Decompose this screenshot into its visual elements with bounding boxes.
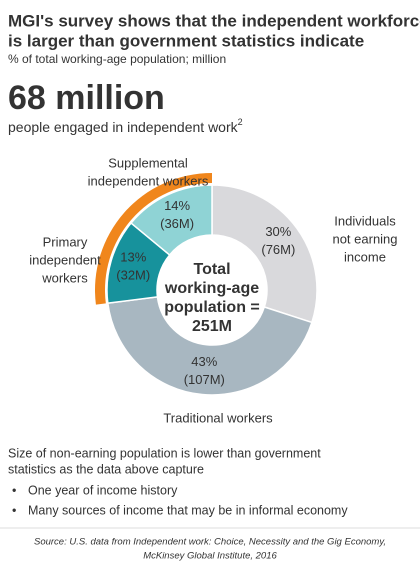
value-label: 43% — [191, 354, 217, 369]
center-label: population = — [164, 299, 260, 316]
donut-segment — [211, 184, 318, 324]
category-label: workers — [41, 270, 88, 285]
title: MGI's survey shows that the independent … — [8, 11, 420, 30]
headline: 68 million — [8, 79, 165, 117]
million-label: (36M) — [160, 216, 194, 231]
category-label: Traditional workers — [163, 410, 273, 425]
headline-caption: people engaged in independent work2 — [8, 117, 243, 134]
center-label: working-age — [164, 280, 259, 297]
bullet-dot: • — [12, 503, 16, 517]
title: is larger than government statistics ind… — [8, 31, 364, 50]
bullet-dot: • — [12, 483, 16, 497]
donut-segment — [130, 184, 213, 256]
million-label: (32M) — [116, 268, 150, 283]
category-label: Individuals — [334, 213, 396, 228]
bullet: One year of income history — [28, 483, 178, 497]
donut-segment — [106, 296, 313, 396]
category-label: independent — [29, 252, 101, 267]
note: statistics as the data above capture — [8, 462, 204, 476]
note: Size of non-earning population is lower … — [8, 446, 321, 460]
value-label: 14% — [164, 198, 190, 213]
million-label: (107M) — [184, 372, 225, 387]
center-label: Total — [193, 261, 230, 278]
category-label: Supplemental — [108, 155, 188, 170]
footnote-mark: 2 — [238, 117, 243, 127]
source: Source: U.S. data from Independent work:… — [34, 537, 386, 548]
category-label: independent workers — [88, 173, 209, 188]
subtitle: % of total working-age population; milli… — [8, 52, 226, 66]
bullet: Many sources of income that may be in in… — [28, 503, 348, 517]
category-label: income — [344, 249, 386, 264]
million-label: (76M) — [261, 242, 295, 257]
category-label: Primary — [43, 234, 88, 249]
center-label: 251M — [192, 318, 232, 335]
value-label: 30% — [265, 224, 291, 239]
source: McKinsey Global Institute, 2016 — [143, 551, 277, 562]
value-label: 13% — [120, 250, 146, 265]
highlight-arc — [95, 173, 212, 305]
category-label: not earning — [332, 231, 397, 246]
caption-text: people engaged in independent work — [8, 119, 239, 135]
